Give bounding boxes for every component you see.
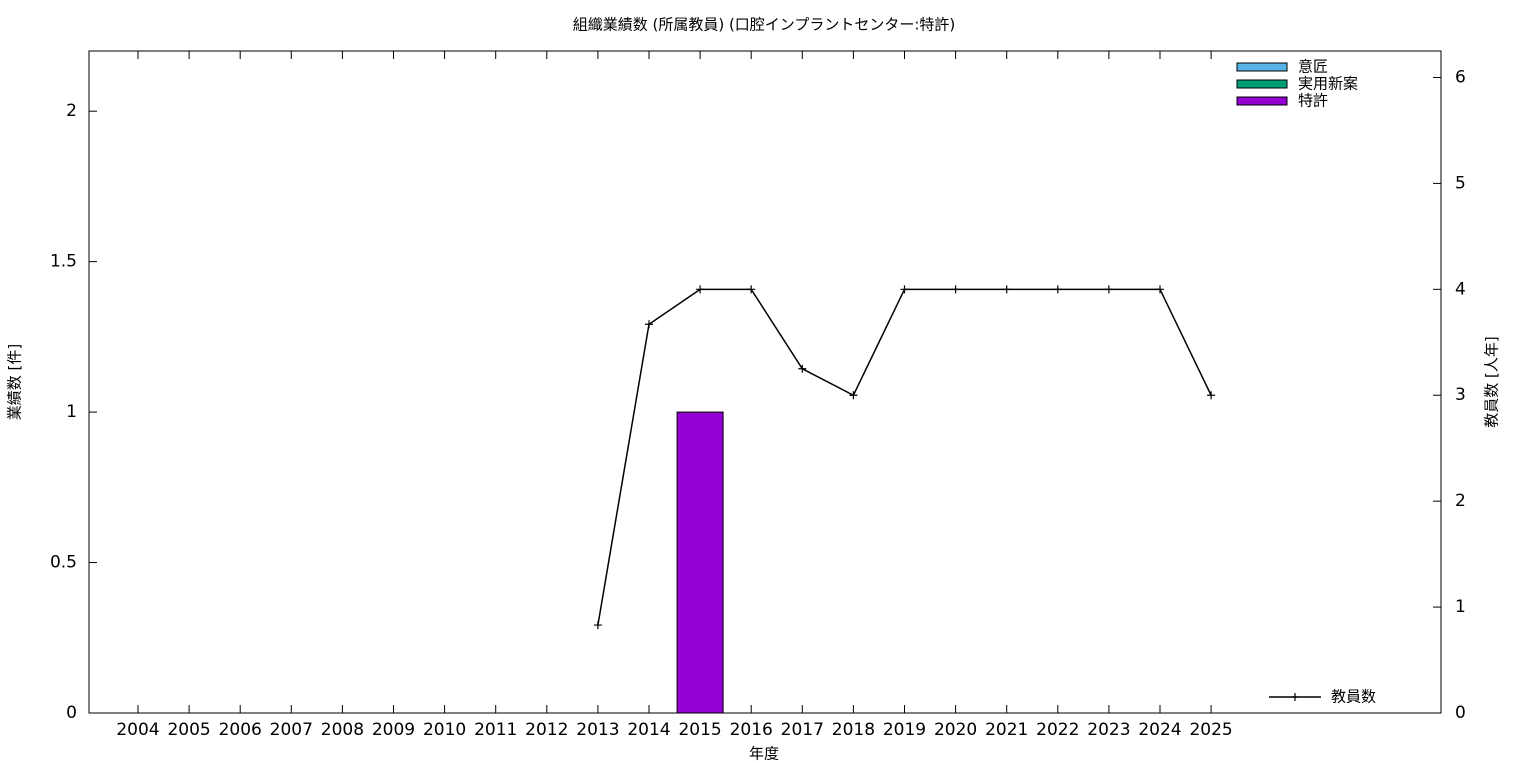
legend-swatch (1236, 96, 1288, 106)
y-axis-label: 業績数 [件] (6, 344, 24, 420)
y2-tick-label: 3 (1455, 385, 1466, 405)
legend-marker (1291, 693, 1299, 701)
y-tick-label: 1.5 (50, 252, 77, 272)
legend-swatch (1236, 62, 1288, 72)
y-tick-label: 1 (66, 402, 77, 422)
legend-label: 教員数 (1331, 688, 1376, 706)
y2-tick-label: 2 (1455, 491, 1466, 511)
x-tick-label: 2025 (1189, 720, 1232, 740)
x-tick-label: 2013 (576, 720, 619, 740)
x-tick-label: 2021 (985, 720, 1028, 740)
x-tick-label: 2009 (372, 720, 415, 740)
point-marker (593, 621, 602, 630)
x-tick-label: 2015 (678, 720, 721, 740)
y2-tick-label: 0 (1455, 703, 1466, 723)
y2-tick-label: 1 (1455, 597, 1466, 617)
chart-title: 組織業績数 (所属教員) (口腔インプラントセンター:特許) (573, 16, 956, 34)
y-tick-label: 0.5 (50, 553, 77, 573)
point-marker (1104, 285, 1113, 294)
point-marker (849, 391, 858, 400)
y2-axis-label: 教員数 [人年] (1483, 336, 1501, 427)
x-tick-label: 2007 (270, 720, 313, 740)
point-marker (798, 364, 807, 373)
x-tick-label: 2017 (781, 720, 824, 740)
legend-swatch (1236, 79, 1288, 89)
point-marker (747, 285, 756, 294)
y2-tick-label: 4 (1455, 279, 1466, 299)
x-tick-label: 2020 (934, 720, 977, 740)
legend-label: 特許 (1298, 92, 1328, 110)
x-tick-label: 2018 (832, 720, 875, 740)
x-tick-label: 2016 (730, 720, 773, 740)
x-tick-label: 2012 (525, 720, 568, 740)
y-tick-label: 2 (66, 101, 77, 121)
legend-label: 実用新案 (1298, 75, 1358, 93)
x-tick-label: 2005 (167, 720, 210, 740)
point-marker (1207, 391, 1216, 400)
x-tick-label: 2010 (423, 720, 466, 740)
point-marker (1002, 285, 1011, 294)
bar (676, 411, 724, 714)
x-tick-label: 2008 (321, 720, 364, 740)
x-tick-label: 2006 (219, 720, 262, 740)
y-tick-label: 0 (66, 703, 77, 723)
x-tick-label: 2019 (883, 720, 926, 740)
x-tick-label: 2022 (1036, 720, 1079, 740)
x-tick-label: 2024 (1138, 720, 1181, 740)
x-tick-label: 2011 (474, 720, 517, 740)
point-marker (951, 285, 960, 294)
y2-tick-label: 6 (1455, 67, 1466, 87)
x-tick-label: 2004 (116, 720, 159, 740)
y2-tick-label: 5 (1455, 173, 1466, 193)
point-marker (1156, 285, 1164, 294)
x-axis-label: 年度 (749, 745, 779, 763)
plot-frame (88, 50, 1442, 714)
point-marker (1053, 285, 1062, 294)
legend-label: 意匠 (1298, 58, 1328, 76)
x-tick-label: 2014 (627, 720, 670, 740)
point-marker (696, 285, 705, 294)
x-tick-label: 2023 (1087, 720, 1130, 740)
point-marker (900, 285, 909, 294)
point-marker (645, 320, 653, 329)
